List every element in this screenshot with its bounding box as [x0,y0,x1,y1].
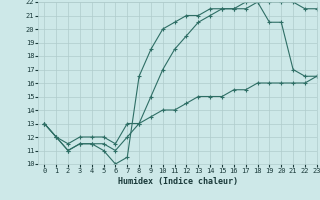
X-axis label: Humidex (Indice chaleur): Humidex (Indice chaleur) [118,177,238,186]
